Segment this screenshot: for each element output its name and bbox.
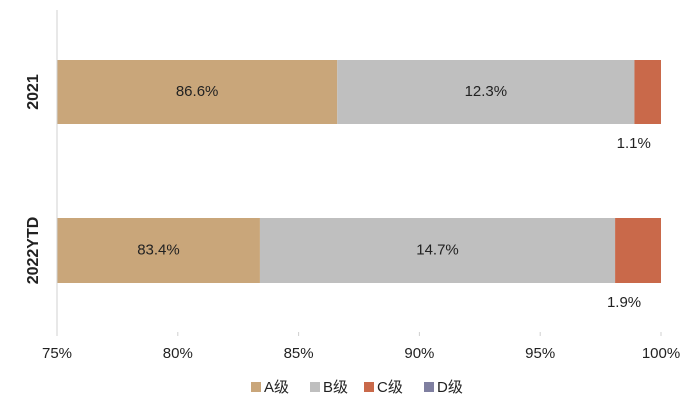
data-label: 1.1% <box>617 135 651 152</box>
x-tick-label: 95% <box>525 345 555 362</box>
bar-segment <box>337 60 635 124</box>
x-tick-label: 90% <box>404 345 434 362</box>
x-tick-label: 100% <box>642 345 680 362</box>
category-label: 2022YTD <box>25 217 42 285</box>
category-label: 2021 <box>25 74 42 110</box>
legend-swatch <box>251 382 261 392</box>
bar-segment <box>661 218 663 283</box>
data-label: 86.6% <box>176 83 219 100</box>
bar-segment <box>634 60 661 124</box>
data-label: 14.7% <box>416 241 459 258</box>
legend-swatch <box>310 382 320 392</box>
x-tick-label: 75% <box>42 345 72 362</box>
bar-segment <box>259 218 616 283</box>
bar-segment <box>57 218 260 283</box>
data-label: 83.4% <box>137 241 180 258</box>
data-label: 1.9% <box>607 294 641 311</box>
x-tick-label: 80% <box>163 345 193 362</box>
legend-label: A级 <box>264 379 289 396</box>
legend-label: B级 <box>323 379 348 396</box>
bar-segment <box>57 60 338 124</box>
legend-label: D级 <box>437 379 463 396</box>
x-tick-label: 85% <box>284 345 314 362</box>
legend-label: C级 <box>377 379 403 396</box>
bar-segment <box>615 218 661 283</box>
legend-swatch <box>364 382 374 392</box>
plot-area <box>57 60 663 283</box>
data-label: 12.3% <box>465 83 508 100</box>
legend-swatch <box>424 382 434 392</box>
